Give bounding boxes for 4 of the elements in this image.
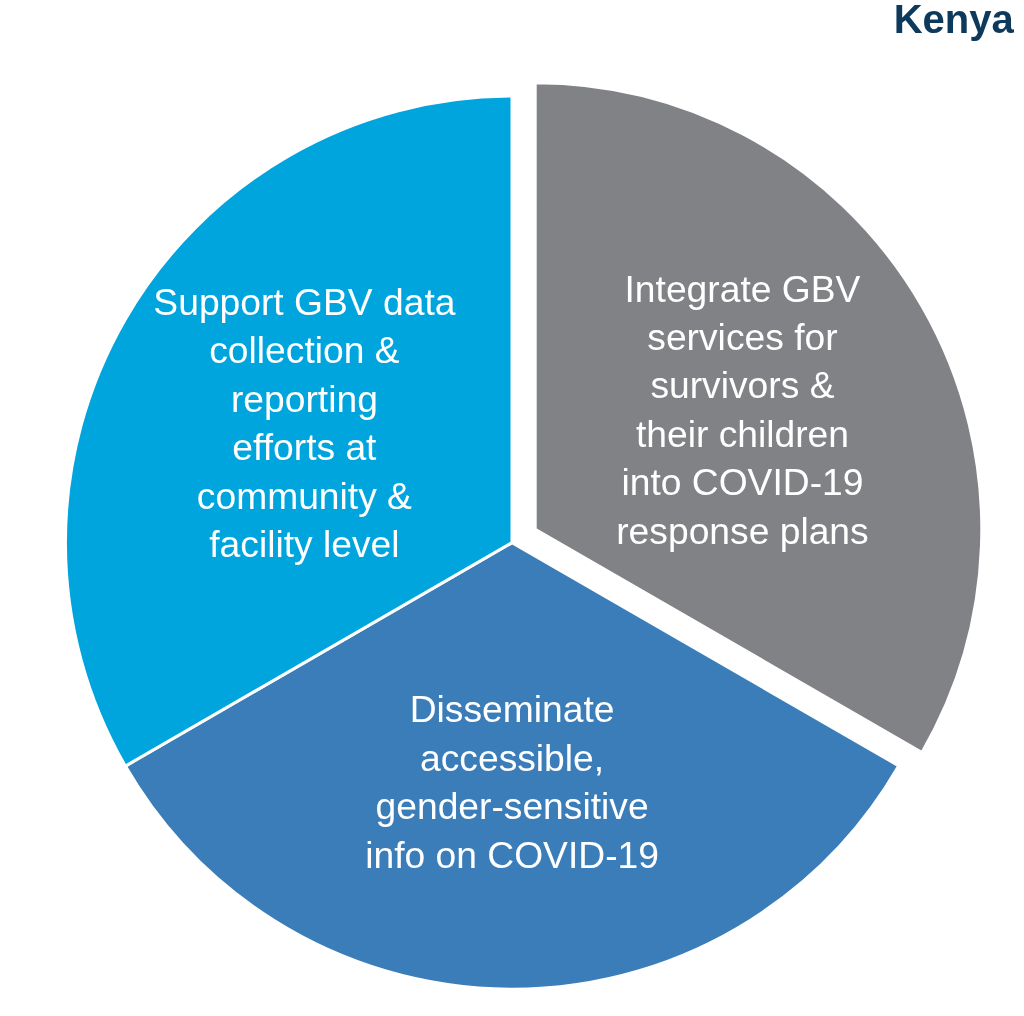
slice-label: Disseminate accessible, gender-sensitive info on COVID-19 xyxy=(365,688,659,876)
slice-label: Support GBV data collection & reporting efforts at community & facility level xyxy=(153,281,456,566)
slice-label: Integrate GBV services for survivors & their children into COVID-19 response plans xyxy=(616,267,869,552)
chart-title: Kenya xyxy=(893,0,1015,42)
